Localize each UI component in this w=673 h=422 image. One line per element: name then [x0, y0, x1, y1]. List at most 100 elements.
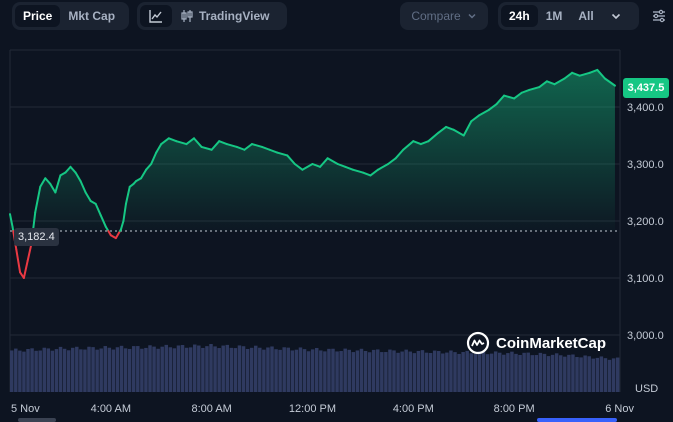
price-line-segment: [145, 163, 153, 171]
volume-bar: [376, 349, 380, 392]
chart-toolbar: Price Mkt Cap TradingView Compare 24h 1M: [0, 0, 673, 38]
volume-bar: [201, 347, 205, 392]
price-line-segment: [31, 211, 37, 233]
volume-bar: [522, 352, 526, 392]
price-line-segment: [387, 157, 397, 165]
range-more-button[interactable]: [602, 5, 630, 27]
price-line-segment: [326, 157, 339, 165]
volume-bar: [302, 349, 307, 392]
compare-dropdown[interactable]: Compare: [400, 2, 488, 30]
volume-bar: [160, 346, 164, 392]
volume-bar: [95, 349, 99, 392]
price-line-segment: [319, 157, 329, 168]
y-tick-label: 3,400.0: [627, 102, 664, 114]
x-tick-label: 8:00 PM: [494, 403, 535, 415]
volume-bar: [530, 355, 534, 392]
price-line-segment: [588, 68, 599, 74]
volume-bar: [127, 348, 132, 392]
price-line-segment: [26, 242, 33, 262]
volume-bar: [62, 348, 67, 392]
volume-bar: [485, 354, 490, 392]
volume-bar: [319, 350, 323, 392]
market-cap-toggle[interactable]: Mkt Cap: [68, 9, 116, 23]
price-line-segment: [470, 114, 480, 123]
price-line-segment: [571, 71, 581, 77]
range-24h[interactable]: 24h: [501, 5, 538, 27]
volume-bar: [335, 351, 339, 392]
volume-bar: [225, 344, 229, 392]
volume-bar: [571, 354, 575, 392]
volume-bar: [420, 350, 425, 392]
volume-bar: [249, 347, 254, 392]
price-line-segment: [15, 248, 22, 274]
volume-bar: [331, 348, 335, 392]
price-line-segment: [150, 151, 158, 165]
volume-bar: [58, 346, 63, 392]
price-line-segment: [218, 140, 228, 146]
y-tick-label: 3,000.0: [627, 330, 664, 342]
price-line-segment: [437, 125, 448, 134]
candlestick-icon: [181, 10, 193, 22]
volume-bar: [607, 359, 612, 392]
volume-bar: [79, 349, 83, 392]
volume-bar: [221, 345, 225, 392]
price-line-segment: [445, 125, 455, 131]
volume-bar: [10, 350, 14, 392]
price-line-segment: [54, 174, 62, 194]
price-line-segment: [44, 177, 52, 185]
volume-bar: [587, 356, 591, 392]
volume-bar: [83, 349, 87, 392]
volume-bar: [290, 350, 295, 392]
volume-bar: [91, 347, 95, 392]
range-1m[interactable]: 1M: [545, 9, 563, 23]
volume-bar: [258, 347, 262, 392]
x-tick-label: 8:00 AM: [191, 403, 231, 415]
scrollbar-track-left[interactable]: [18, 418, 56, 422]
x-axis: 5 Nov 4:00 AM 8:00 AM 12:00 PM 4:00 PM 8:00 P…: [11, 403, 634, 415]
volume-bar: [347, 349, 351, 392]
tradingview-button[interactable]: TradingView: [172, 5, 277, 27]
volume-bar: [148, 345, 152, 392]
price-line-segment: [351, 168, 364, 174]
price-line-segment: [503, 94, 516, 100]
price-line-segment: [22, 259, 29, 279]
price-line-segment: [563, 71, 574, 80]
range-all[interactable]: All: [578, 9, 594, 23]
volume-bar: [445, 352, 449, 392]
watermark-text: CoinMarketCap: [496, 334, 607, 352]
x-tick-label: 5 Nov: [11, 403, 40, 415]
price-toggle[interactable]: Price: [15, 5, 61, 27]
price-line-segment: [155, 143, 163, 154]
scrollbar-thumb[interactable]: [537, 418, 617, 422]
volume-bar: [595, 357, 600, 392]
volume-bar: [282, 347, 286, 392]
volume-bar: [400, 351, 404, 392]
volume-bar: [424, 352, 429, 392]
line-chart-icon: [149, 10, 162, 23]
volume-bar: [615, 357, 620, 392]
volume-bar: [477, 351, 482, 392]
volume-bar: [453, 352, 457, 392]
price-line-segment: [412, 140, 422, 146]
price-line-segment: [243, 143, 253, 151]
watermark: CoinMarketCap: [466, 331, 606, 355]
volume-bar: [498, 352, 502, 392]
volume-bar: [164, 344, 168, 392]
compare-label: Compare: [411, 9, 461, 23]
price-line-segment: [69, 165, 77, 174]
volume-bar: [559, 355, 563, 392]
open-price-label: 3,182.4: [14, 228, 59, 246]
price-line-segment: [538, 80, 548, 89]
volume-bar: [355, 350, 360, 392]
price-line-segment: [124, 185, 131, 205]
volume-bar: [152, 346, 156, 392]
chart-settings-button[interactable]: [645, 2, 673, 30]
volume-bar: [18, 350, 22, 392]
price-line-segment: [394, 148, 405, 160]
volume-bar: [50, 350, 55, 392]
price-line-segment: [261, 145, 271, 151]
line-chart-button[interactable]: [140, 5, 172, 27]
volume-bar: [489, 353, 494, 392]
volume-bar: [136, 346, 140, 392]
